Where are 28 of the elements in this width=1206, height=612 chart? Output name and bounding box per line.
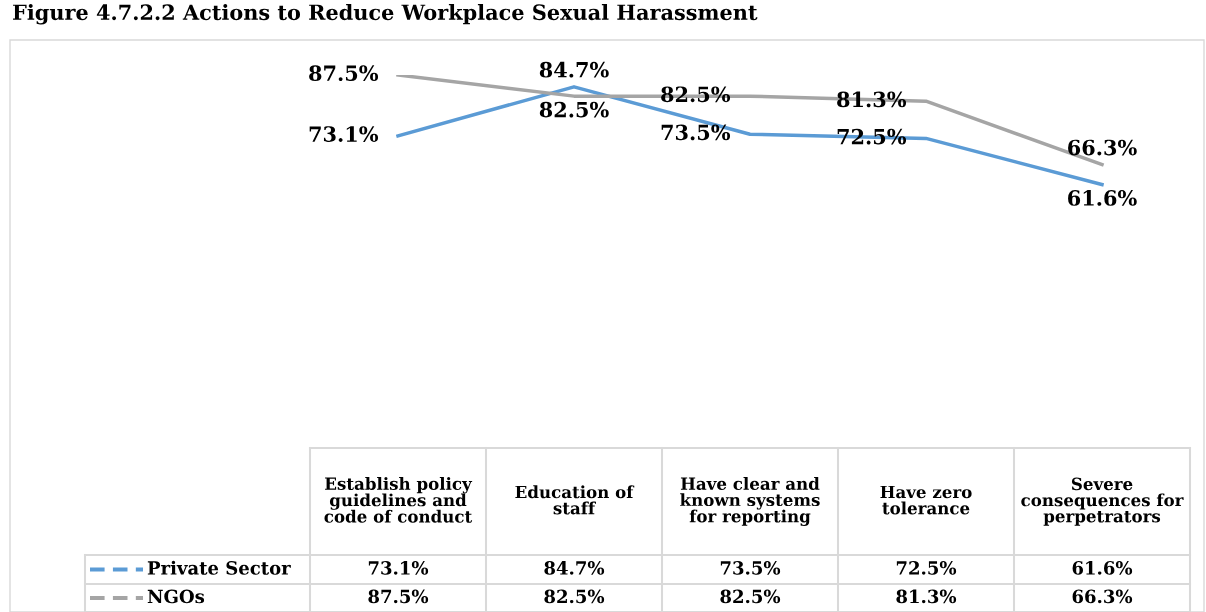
data-label: 82.5% xyxy=(720,589,781,604)
text: 66.3% xyxy=(1068,139,1137,156)
data-label: 82.5% xyxy=(544,589,605,604)
text: 82.5% xyxy=(661,86,731,103)
data-label: 84.7% xyxy=(544,561,605,575)
x-tick-label: Establish policy guidelines and code of conduct xyxy=(324,477,473,523)
text: 82.5% xyxy=(539,101,609,118)
text: 72.5% xyxy=(837,128,907,145)
data-label: 87.5% xyxy=(368,589,429,604)
data-label: 72.5% xyxy=(896,561,957,575)
data-label: 66.3% xyxy=(1072,589,1133,604)
text: 81.3% xyxy=(837,91,907,108)
x-tick-label: Education of staff xyxy=(515,485,635,515)
text: 84.7% xyxy=(539,61,609,78)
text: 73.1% xyxy=(309,126,379,142)
text: 61.6% xyxy=(1068,190,1137,206)
data-label: 61.6% xyxy=(1072,561,1133,575)
data-label: 73.5% xyxy=(720,561,781,575)
x-tick-label: Have clear and known systems for reporting xyxy=(680,477,820,526)
x-tick-label: Severe consequences for perpetrators xyxy=(1021,477,1184,526)
chart-title: Figure 4.7.2.2 Actions to Reduce Workplace Sexual Harassment xyxy=(13,4,758,25)
text: 73.5% xyxy=(661,124,731,141)
data-label: 73.1% xyxy=(368,561,429,575)
legend-label: Private Sector xyxy=(147,560,291,575)
text: 87.5% xyxy=(309,65,379,82)
x-tick-label: Have zero tolerance xyxy=(880,485,972,515)
data-label: 81.3% xyxy=(896,589,957,604)
legend-label: NGOs xyxy=(147,589,205,604)
